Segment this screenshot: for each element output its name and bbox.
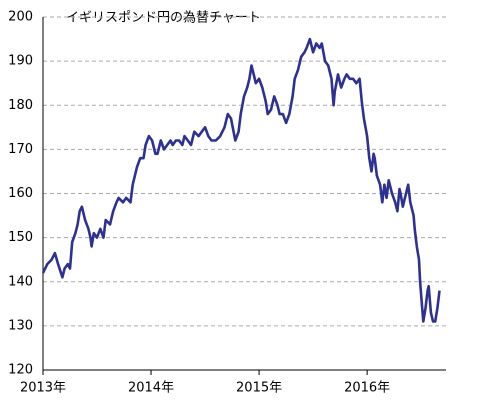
y-tick-label: 130 (8, 318, 33, 333)
y-tick-label: 160 (8, 186, 33, 201)
y-tick-label: 150 (8, 230, 33, 245)
y-tick-label: 140 (8, 274, 33, 289)
y-tick-label: 120 (8, 363, 33, 378)
y-tick-label: 180 (8, 98, 33, 113)
x-tick-label: 2014年 (128, 381, 174, 396)
x-tick-label: 2016年 (344, 381, 390, 396)
price-line (41, 37, 441, 323)
y-tick-label: 200 (8, 10, 33, 25)
y-tick-label: 190 (8, 54, 33, 69)
x-tick-label: 2015年 (236, 381, 282, 396)
y-tick-label: 170 (8, 142, 33, 157)
x-tick-label: 2013年 (20, 381, 66, 396)
